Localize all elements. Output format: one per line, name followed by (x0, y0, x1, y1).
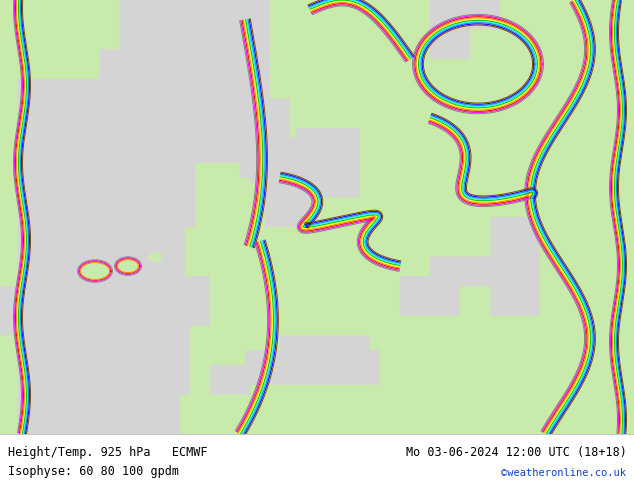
Text: Isophyse: 60 80 100 gpdm: Isophyse: 60 80 100 gpdm (8, 465, 179, 478)
Text: ©weatheronline.co.uk: ©weatheronline.co.uk (501, 467, 626, 478)
Text: Mo 03-06-2024 12:00 UTC (18+18): Mo 03-06-2024 12:00 UTC (18+18) (406, 446, 626, 459)
Polygon shape (238, 318, 318, 394)
Text: Height/Temp. 925 hPa   ECMWF: Height/Temp. 925 hPa ECMWF (8, 446, 207, 459)
Polygon shape (250, 261, 440, 369)
